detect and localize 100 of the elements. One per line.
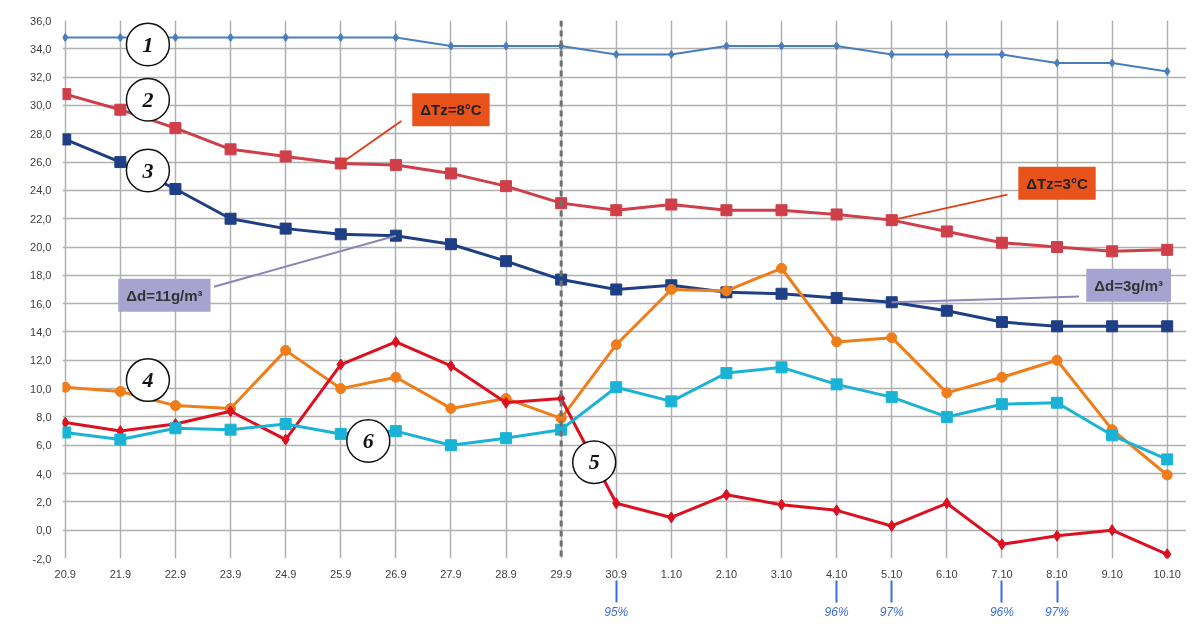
x-tick-label: 6.10: [936, 567, 958, 580]
point: [500, 432, 513, 445]
point: [831, 336, 843, 348]
text: 97%: [1045, 604, 1070, 619]
y-tick-label: 36,0: [30, 14, 52, 27]
point: [500, 255, 513, 268]
point: [389, 425, 402, 438]
point: [334, 427, 347, 440]
point: [224, 423, 237, 436]
point: [665, 284, 677, 295]
point: [444, 167, 457, 180]
point: [1106, 245, 1119, 258]
x-tick-label: 8.10: [1046, 567, 1068, 580]
y-tick-label: 14,0: [30, 325, 52, 338]
point: [995, 236, 1008, 249]
annotation: Δd=11g/m³: [126, 286, 203, 304]
point: [1164, 66, 1171, 76]
point: [1106, 429, 1119, 442]
x-tick-label: 3.10: [770, 567, 793, 580]
point: [446, 359, 456, 372]
point: [776, 262, 788, 274]
point: [1161, 453, 1174, 466]
x-tick-label: 20.9: [54, 567, 76, 580]
point: [830, 291, 843, 304]
annotation: 4: [141, 367, 154, 393]
point: [1106, 320, 1119, 333]
point: [169, 422, 182, 435]
point: [1161, 469, 1173, 481]
point: [169, 122, 182, 135]
point: [610, 381, 623, 394]
x-tick-label: 4.10: [825, 567, 848, 580]
x-tick-label: 28.9: [495, 567, 517, 580]
text: 97%: [879, 604, 905, 619]
point: [500, 180, 513, 193]
point: [1052, 529, 1062, 542]
point: [114, 103, 127, 116]
point: [444, 439, 457, 452]
point: [282, 32, 289, 42]
point: [1051, 396, 1064, 409]
point: [610, 339, 622, 351]
point: [334, 228, 347, 241]
point: [940, 410, 953, 423]
y-tick-label: 12,0: [30, 354, 52, 367]
point: [334, 157, 347, 170]
point: [996, 371, 1008, 383]
point: [998, 49, 1006, 59]
point: [940, 304, 953, 317]
point: [114, 156, 127, 169]
point: [224, 212, 237, 225]
y-tick-label: 16,0: [30, 297, 52, 310]
point: [1161, 243, 1174, 256]
point: [720, 204, 733, 217]
x-tick-label: 23.9: [219, 567, 242, 580]
annotation: ΔTz=8°C: [420, 101, 482, 119]
y-tick-label: 28,0: [30, 127, 52, 140]
y-tick-label: 34,0: [30, 42, 52, 55]
annotation: 1: [142, 31, 154, 57]
point: [778, 41, 785, 51]
x-tick-label: 26.9: [385, 567, 407, 580]
point: [888, 49, 895, 59]
point: [1107, 524, 1117, 537]
point: [886, 332, 898, 344]
y-tick-label: 24,0: [30, 184, 52, 197]
point: [501, 396, 511, 409]
point: [114, 433, 127, 446]
point: [337, 32, 344, 42]
y-tick-label: 22,0: [30, 212, 52, 225]
x-tick-label: 7.10: [991, 567, 1013, 580]
point: [943, 49, 950, 59]
point: [279, 222, 292, 235]
point: [665, 395, 678, 408]
point: [1053, 58, 1061, 68]
point: [1163, 548, 1172, 559]
point: [995, 398, 1008, 411]
point: [723, 41, 730, 51]
point: [172, 32, 179, 42]
y-tick-label: 10,0: [30, 382, 52, 395]
x-tick-label: 10.10: [1153, 567, 1181, 580]
point: [391, 335, 401, 348]
point: [279, 418, 292, 430]
point: [1051, 320, 1064, 333]
point: [335, 383, 347, 395]
x-tick-label: 27.9: [440, 567, 462, 580]
point: [389, 229, 402, 242]
y-tick-label: 26,0: [30, 156, 52, 169]
point: [885, 214, 898, 227]
point: [830, 378, 843, 391]
point: [445, 402, 457, 414]
point: [447, 41, 455, 51]
y-tick-label: -2,0: [32, 552, 52, 565]
x-tick-label: 24.9: [274, 567, 297, 580]
x-tick-label: 29.9: [550, 567, 572, 580]
y-tick-label: 0,0: [36, 524, 52, 537]
point: [995, 316, 1008, 329]
point: [390, 371, 402, 383]
x-tick-label: 5.10: [881, 567, 903, 580]
annotation: 6: [362, 427, 374, 453]
annotation: ΔTz=3°C: [1026, 174, 1088, 192]
point: [885, 391, 898, 404]
point: [610, 204, 623, 217]
